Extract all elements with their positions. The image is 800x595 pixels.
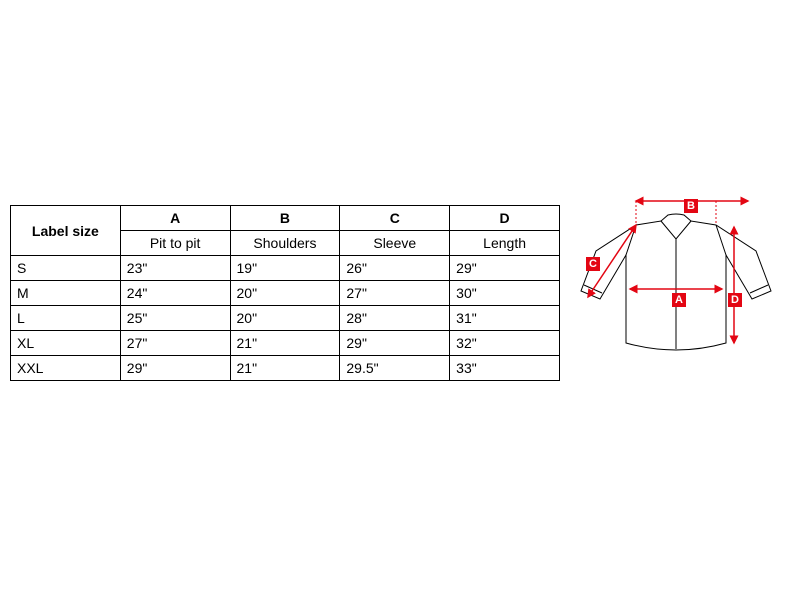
col-letter-a: A bbox=[120, 206, 230, 231]
table-row: XXL 29" 21" 29.5" 33" bbox=[11, 356, 560, 381]
cell-d: 29" bbox=[450, 256, 560, 281]
cell-c: 29" bbox=[340, 331, 450, 356]
cell-d: 32" bbox=[450, 331, 560, 356]
cell-a: 25" bbox=[120, 306, 230, 331]
cell-c: 27" bbox=[340, 281, 450, 306]
col-name-d: Length bbox=[450, 231, 560, 256]
cell-label: XL bbox=[11, 331, 121, 356]
col-name-a: Pit to pit bbox=[120, 231, 230, 256]
table-row: S 23" 19" 26" 29" bbox=[11, 256, 560, 281]
label-size-header: Label size bbox=[11, 206, 121, 256]
cell-b: 21" bbox=[230, 331, 340, 356]
table-row: M 24" 20" 27" 30" bbox=[11, 281, 560, 306]
cell-a: 29" bbox=[120, 356, 230, 381]
table-header-row-1: Label size A B C D bbox=[11, 206, 560, 231]
cell-d: 30" bbox=[450, 281, 560, 306]
col-letter-b: B bbox=[230, 206, 340, 231]
cell-a: 23" bbox=[120, 256, 230, 281]
marker-c: C bbox=[586, 257, 600, 271]
cell-a: 27" bbox=[120, 331, 230, 356]
col-name-c: Sleeve bbox=[340, 231, 450, 256]
size-chart-table: Label size A B C D Pit to pit Shoulders … bbox=[10, 205, 560, 381]
cell-label: XXL bbox=[11, 356, 121, 381]
shirt-diagram: A B C D bbox=[576, 205, 776, 385]
marker-b: B bbox=[684, 199, 698, 213]
cell-d: 33" bbox=[450, 356, 560, 381]
cell-c: 26" bbox=[340, 256, 450, 281]
cell-c: 29.5" bbox=[340, 356, 450, 381]
marker-a: A bbox=[672, 293, 686, 307]
table-row: L 25" 20" 28" 31" bbox=[11, 306, 560, 331]
cell-b: 20" bbox=[230, 281, 340, 306]
cell-label: M bbox=[11, 281, 121, 306]
col-letter-d: D bbox=[450, 206, 560, 231]
col-name-b: Shoulders bbox=[230, 231, 340, 256]
cell-b: 21" bbox=[230, 356, 340, 381]
cell-d: 31" bbox=[450, 306, 560, 331]
table-row: XL 27" 21" 29" 32" bbox=[11, 331, 560, 356]
col-letter-c: C bbox=[340, 206, 450, 231]
cell-b: 20" bbox=[230, 306, 340, 331]
marker-d: D bbox=[728, 293, 742, 307]
cell-b: 19" bbox=[230, 256, 340, 281]
cell-c: 28" bbox=[340, 306, 450, 331]
cell-a: 24" bbox=[120, 281, 230, 306]
shirt-svg bbox=[576, 193, 776, 373]
cell-label: L bbox=[11, 306, 121, 331]
cell-label: S bbox=[11, 256, 121, 281]
